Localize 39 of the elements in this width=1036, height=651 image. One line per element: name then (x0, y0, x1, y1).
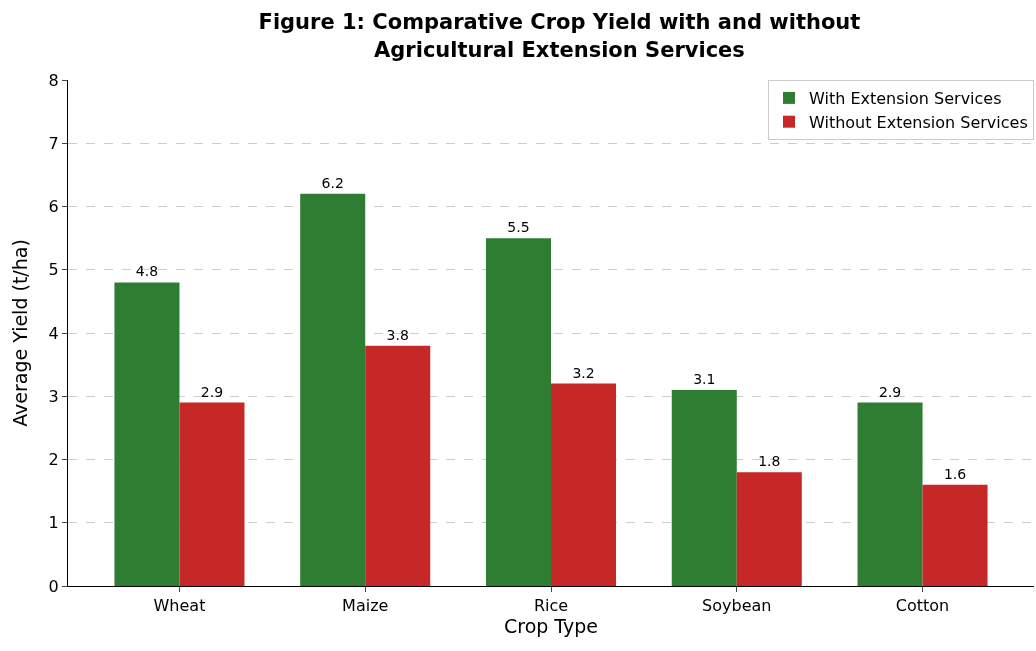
y-tick-label: 3 (48, 386, 59, 406)
data-label: 3.8 (386, 326, 409, 343)
bar (671, 389, 737, 586)
y-tick-label: 8 (48, 70, 59, 90)
data-label: 6.2 (321, 174, 344, 191)
y-tick-label: 6 (48, 197, 59, 217)
bar (114, 282, 180, 586)
legend-label: With Extension Services (809, 89, 1002, 109)
y-tick-label: 4 (48, 323, 59, 343)
bar (922, 484, 988, 586)
x-tick-label: Maize (342, 596, 389, 616)
x-axis-title: Crop Type (503, 615, 599, 638)
bar (736, 472, 802, 586)
legend-label: Without Extension Services (809, 112, 1028, 132)
bar (857, 402, 923, 586)
data-label: 1.8 (758, 453, 781, 470)
y-tick-label: 5 (48, 260, 59, 280)
y-tick-label: 1 (48, 513, 59, 533)
y-tick-label: 0 (48, 576, 59, 596)
x-tick-label: Soybean (702, 596, 772, 616)
x-tick-label: Cotton (895, 596, 950, 616)
y-axis-title: Average Yield (t/ha) (9, 239, 32, 427)
data-label: 3.1 (693, 370, 716, 387)
data-label: 2.9 (878, 383, 902, 400)
bar (551, 383, 617, 586)
data-label: 1.6 (943, 465, 967, 482)
data-label: 4.8 (135, 263, 159, 280)
x-tick-label: Rice (533, 596, 569, 616)
bar (300, 193, 366, 586)
data-label: 3.2 (572, 364, 595, 381)
data-label: 5.5 (507, 219, 530, 236)
chart-title: Figure 1: Comparative Crop Yield with and without Agricultural Extension Services (258, 10, 861, 62)
data-label: 2.9 (200, 383, 224, 400)
y-tick-label: 2 (48, 450, 59, 470)
y-tick-label: 7 (48, 133, 59, 153)
bar (179, 402, 245, 586)
x-tick-label: Wheat (153, 596, 206, 616)
bar (365, 345, 431, 586)
bar (485, 238, 551, 586)
